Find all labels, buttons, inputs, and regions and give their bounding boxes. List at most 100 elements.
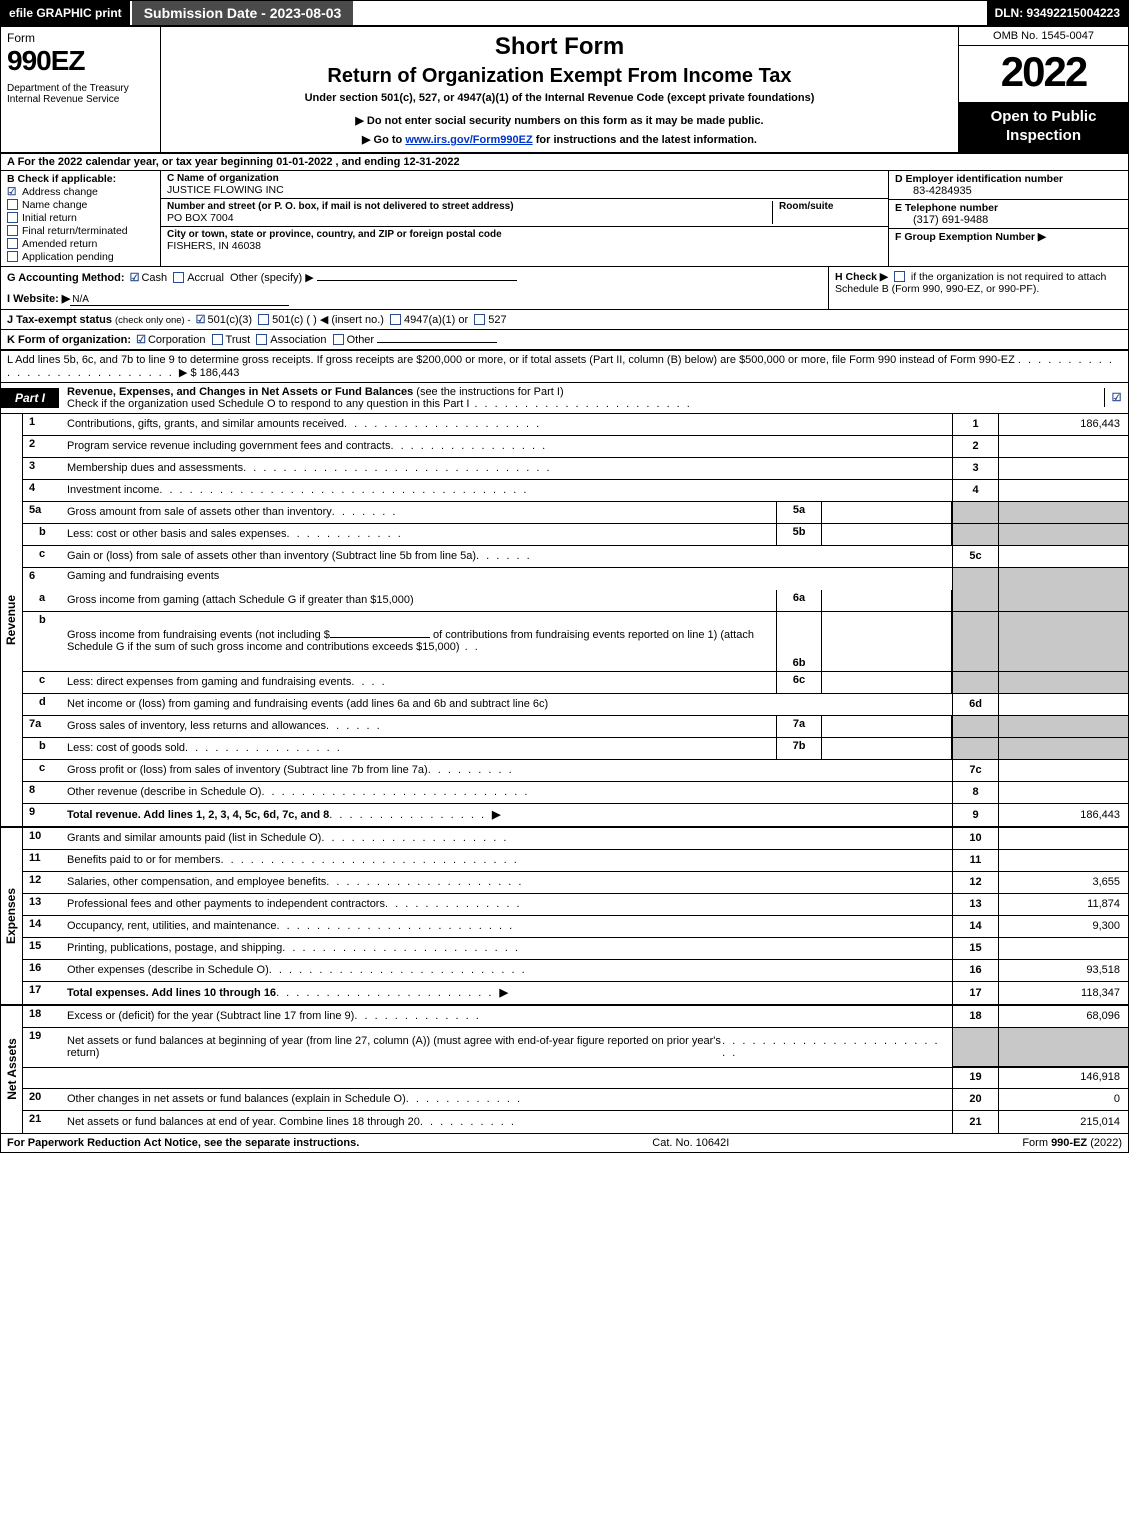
checkbox-icon[interactable]	[390, 314, 401, 325]
org-name-cell: C Name of organization JUSTICE FLOWING I…	[161, 171, 888, 199]
line-6d: d Net income or (loss) from gaming and f…	[23, 694, 1128, 716]
do-not-text: ▶ Do not enter social security numbers o…	[169, 114, 950, 127]
line-5c-amount	[998, 546, 1128, 567]
line-8-amount	[998, 782, 1128, 803]
j-label: J Tax-exempt status	[7, 314, 112, 326]
efile-print-button[interactable]: efile GRAPHIC print	[1, 1, 130, 25]
street-cell: Number and street (or P. O. box, if mail…	[161, 199, 888, 227]
city-value: FISHERS, IN 46038	[167, 240, 882, 252]
part-1-schedule-o-checkbox[interactable]: ☑	[1104, 388, 1128, 407]
line-7c: c Gross profit or (loss) from sales of i…	[23, 760, 1128, 782]
line-13: 13 Professional fees and other payments …	[23, 894, 1128, 916]
check-name-change[interactable]: Name change	[7, 199, 154, 211]
line-6c: c Less: direct expenses from gaming and …	[23, 672, 1128, 694]
check-final-return[interactable]: Final return/terminated	[7, 225, 154, 237]
line-1-amount: 186,443	[998, 414, 1128, 435]
inspection-badge: Open to Public Inspection	[959, 102, 1128, 152]
check-application-pending[interactable]: Application pending	[7, 251, 154, 263]
footer-mid: Cat. No. 10642I	[359, 1137, 1022, 1149]
check-address-change[interactable]: ☑Address change	[7, 186, 154, 198]
k-other-input[interactable]	[377, 342, 497, 343]
line-9: 9 Total revenue. Add lines 1, 2, 3, 4, 5…	[23, 804, 1128, 826]
revenue-side-label: Revenue	[1, 414, 23, 826]
dept-label: Department of the Treasury Internal Reve…	[7, 83, 154, 105]
room-label: Room/suite	[779, 201, 882, 212]
line-19b: 19 146,918	[23, 1067, 1128, 1089]
short-form-title: Short Form	[169, 33, 950, 61]
website-value: N/A	[70, 294, 289, 306]
line-5a-amount	[822, 502, 952, 523]
line-17: 17 Total expenses. Add lines 10 through …	[23, 982, 1128, 1004]
line-16-amount: 93,518	[998, 960, 1128, 981]
phone-label: E Telephone number	[895, 202, 1122, 214]
omb-label: OMB No. 1545-0047	[959, 27, 1128, 46]
checkbox-checked-icon: ☑	[136, 333, 146, 346]
expenses-side-label: Expenses	[1, 828, 23, 1004]
line-15-amount	[998, 938, 1128, 959]
line-5a: 5a Gross amount from sale of assets othe…	[23, 502, 1128, 524]
line-8: 8 Other revenue (describe in Schedule O)…	[23, 782, 1128, 804]
submission-date-label: Submission Date - 2023-08-03	[130, 1, 354, 25]
g-accrual: Accrual	[187, 272, 224, 284]
row-k-org-form: K Form of organization: ☑Corporation Tru…	[1, 330, 1128, 351]
checkbox-checked-icon: ☑	[196, 313, 206, 326]
address-block: B Check if applicable: ☑Address change N…	[1, 171, 1128, 267]
line-21: 21 Net assets or fund balances at end of…	[23, 1111, 1128, 1133]
line-9-amount: 186,443	[998, 804, 1128, 826]
check-amended-return[interactable]: Amended return	[7, 238, 154, 250]
checkbox-icon[interactable]	[256, 334, 267, 345]
section-b-label: B Check if applicable:	[7, 173, 154, 185]
k-trust: Trust	[226, 334, 251, 346]
row-a-text: A For the 2022 calendar year, or tax yea…	[7, 156, 460, 168]
line-12-amount: 3,655	[998, 872, 1128, 893]
footer-right: Form 990-EZ (2022)	[1022, 1137, 1122, 1149]
checkbox-icon[interactable]	[258, 314, 269, 325]
k-assoc: Association	[270, 334, 326, 346]
line-5b-amount	[822, 524, 952, 545]
row-j-tax-exempt: J Tax-exempt status (check only one) - ☑…	[1, 310, 1128, 330]
line-11: 11 Benefits paid to or for members . . .…	[23, 850, 1128, 872]
line-7a: 7a Gross sales of inventory, less return…	[23, 716, 1128, 738]
checkbox-icon[interactable]	[333, 334, 344, 345]
checkbox-icon	[7, 225, 18, 236]
checkbox-icon[interactable]	[173, 272, 184, 283]
street-value: PO BOX 7004	[167, 212, 766, 224]
line-20-amount: 0	[998, 1089, 1128, 1110]
line-11-amount	[998, 850, 1128, 871]
line-15: 15 Printing, publications, postage, and …	[23, 938, 1128, 960]
phone-value: (317) 691-9488	[895, 214, 1122, 226]
section-c-nameaddr: C Name of organization JUSTICE FLOWING I…	[161, 171, 888, 266]
city-label: City or town, state or province, country…	[167, 229, 882, 240]
line-12: 12 Salaries, other compensation, and emp…	[23, 872, 1128, 894]
line-10-amount	[998, 828, 1128, 849]
street-label: Number and street (or P. O. box, if mail…	[167, 201, 766, 212]
g-other-input[interactable]	[317, 280, 517, 281]
checkbox-icon[interactable]	[474, 314, 485, 325]
line-21-amount: 215,014	[998, 1111, 1128, 1133]
revenue-section: Revenue 1 Contributions, gifts, grants, …	[1, 414, 1128, 828]
expenses-section: Expenses 10 Grants and similar amounts p…	[1, 828, 1128, 1006]
line-7a-amount	[822, 716, 952, 737]
line-17-amount: 118,347	[998, 982, 1128, 1004]
line-6b: b Gross income from fundraising events (…	[23, 612, 1128, 672]
section-b-checkboxes: B Check if applicable: ☑Address change N…	[1, 171, 161, 266]
line-6a: a Gross income from gaming (attach Sched…	[23, 590, 1128, 612]
irs-link[interactable]: www.irs.gov/Form990EZ	[405, 134, 532, 146]
checkbox-icon[interactable]	[894, 271, 905, 282]
section-def-right: D Employer identification number 83-4284…	[888, 171, 1128, 266]
line-14: 14 Occupancy, rent, utilities, and maint…	[23, 916, 1128, 938]
line-1: 1 Contributions, gifts, grants, and simi…	[23, 414, 1128, 436]
ein-value: 83-4284935	[895, 185, 1122, 197]
form-number: 990EZ	[7, 45, 154, 77]
line-4-amount	[998, 480, 1128, 501]
net-assets-section: Net Assets 18 Excess or (deficit) for th…	[1, 1006, 1128, 1134]
line-19-amount: 146,918	[998, 1067, 1128, 1088]
checkbox-checked-icon: ☑	[130, 271, 140, 284]
j-sub: (check only one) -	[115, 315, 191, 326]
line-13-amount: 11,874	[998, 894, 1128, 915]
row-gh: G Accounting Method: ☑Cash Accrual Other…	[1, 267, 1128, 310]
g-label: G Accounting Method:	[7, 272, 125, 284]
checkbox-icon[interactable]	[212, 334, 223, 345]
check-initial-return[interactable]: Initial return	[7, 212, 154, 224]
under-section-text: Under section 501(c), 527, or 4947(a)(1)…	[169, 92, 950, 104]
